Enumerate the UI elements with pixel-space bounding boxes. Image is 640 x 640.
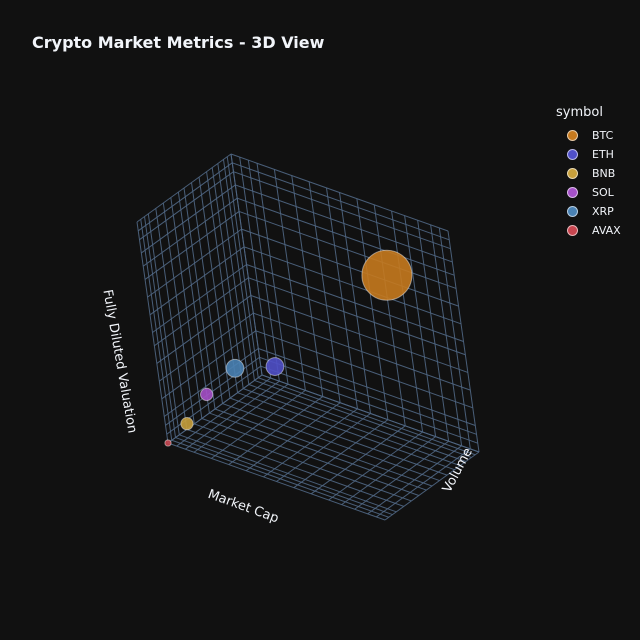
left-wall-grid-line <box>136 153 232 223</box>
data-point-avax[interactable] <box>164 439 172 447</box>
floor-grid-line <box>254 379 472 458</box>
left-wall-grid-line <box>198 177 231 399</box>
back-wall-grid-line <box>373 204 406 426</box>
data-point-btc[interactable] <box>361 249 413 301</box>
z-axis-title: Fully Diluted Valuation <box>99 288 139 434</box>
left-wall-grid-line <box>230 153 263 376</box>
legend-swatch <box>567 149 578 160</box>
floor-grid-line <box>341 436 436 506</box>
legend-swatch <box>567 225 578 236</box>
legend-item-avax[interactable]: AVAX <box>556 221 621 240</box>
back-wall-grid-line <box>235 184 453 263</box>
left-wall-grid-line <box>191 182 224 404</box>
legend-swatch <box>567 130 578 141</box>
back-wall-grid-line <box>243 246 462 325</box>
legend-swatch <box>567 206 578 217</box>
left-wall-grid-line <box>206 171 239 393</box>
back-wall-grid-line <box>238 210 457 289</box>
floor-grid-line <box>229 397 448 476</box>
y-axis-title: Volume <box>440 445 476 495</box>
left-wall-grid-line <box>149 246 245 316</box>
left-wall-grid-line <box>222 159 255 381</box>
left-wall-grid-line <box>226 156 259 378</box>
chart-title: Crypto Market Metrics - 3D View <box>32 33 325 52</box>
x-axis-title: Market Cap <box>206 487 281 526</box>
back-wall-grid-line <box>237 197 455 276</box>
data-point-eth[interactable] <box>265 357 285 376</box>
floor-grid-line <box>258 377 476 456</box>
legend-item-xrp[interactable]: XRP <box>556 202 621 221</box>
legend-label: SOL <box>592 186 614 199</box>
data-point-xrp[interactable] <box>225 358 245 378</box>
legend: symbol BTC ETH BNB SOL XRP AVAX <box>556 105 621 240</box>
left-wall-grid-line <box>141 184 236 254</box>
floor-grid-line <box>248 384 467 462</box>
legend-item-bnb[interactable]: BNB <box>556 164 621 183</box>
left-wall-grid-line <box>139 171 234 241</box>
back-wall-grid-line <box>230 153 449 232</box>
left-wall-grid-line <box>217 163 250 385</box>
back-wall-grid-line <box>356 198 389 420</box>
back-wall-grid-line <box>241 228 459 307</box>
left-wall-grid-line <box>144 211 240 280</box>
legend-label: XRP <box>592 205 614 218</box>
data-point-sol[interactable] <box>200 387 214 402</box>
left-wall-grid-line <box>211 167 244 389</box>
floor-grid-line <box>214 408 433 487</box>
floor-grid-line <box>384 451 480 521</box>
left-wall-grid-line <box>142 197 238 267</box>
legend-item-eth[interactable]: ETH <box>556 145 621 164</box>
legend-label: ETH <box>592 148 614 161</box>
floor-grid-line <box>293 419 389 489</box>
legend-label: BNB <box>592 167 616 180</box>
back-wall-grid-line <box>430 224 463 446</box>
legend-title: symbol <box>556 105 603 120</box>
floor-grid-line <box>328 431 423 501</box>
back-wall-grid-line <box>246 264 464 342</box>
data-point-bnb[interactable] <box>180 417 194 431</box>
back-wall-grid-line <box>391 210 424 433</box>
legend-label: BTC <box>592 129 614 142</box>
back-wall-grid-line <box>417 220 450 442</box>
left-wall-grid-line <box>137 162 233 232</box>
back-wall-grid-line <box>447 230 480 453</box>
floor-grid-line <box>310 425 406 495</box>
floor-grid-line <box>243 388 461 467</box>
floor-grid-line <box>376 448 471 518</box>
legend-item-sol[interactable]: SOL <box>556 183 621 202</box>
legend-swatch <box>567 168 578 179</box>
back-wall-grid-line <box>232 162 450 241</box>
back-wall-grid-line <box>233 171 451 250</box>
legend-label: AVAX <box>592 224 621 237</box>
points-layer <box>164 249 413 447</box>
left-wall-grid-line <box>147 228 242 298</box>
grid-3d <box>136 153 480 521</box>
left-wall-grid-line <box>152 264 247 333</box>
floor-grid-line <box>222 403 440 482</box>
legend-item-btc[interactable]: BTC <box>556 126 621 145</box>
back-wall-grid-line <box>404 215 437 437</box>
legend-swatch <box>567 187 578 198</box>
floor-grid-line <box>354 440 449 510</box>
back-wall-grid-line <box>438 227 471 449</box>
floor-grid-line <box>237 392 455 471</box>
floor-grid-line <box>367 445 462 515</box>
